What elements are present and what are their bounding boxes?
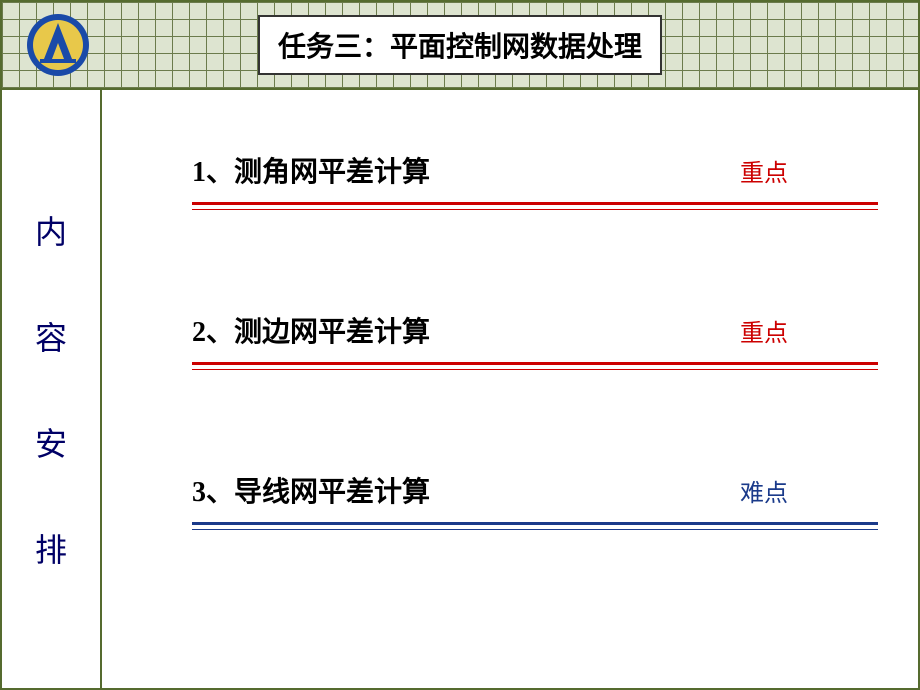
item-badge: 重点 (740, 153, 788, 188)
logo-icon (26, 13, 90, 77)
content-item: 1、测角网平差计算 重点 (192, 150, 878, 210)
item-row: 2、测边网平差计算 重点 (192, 310, 878, 350)
header: 任务三：平面控制网数据处理 (2, 2, 918, 90)
divider (192, 202, 878, 210)
content-item: 3、导线网平差计算 难点 (192, 470, 878, 530)
content-item: 2、测边网平差计算 重点 (192, 310, 878, 370)
slide: 任务三：平面控制网数据处理 内 容 安 排 1、测角网平差计算 重点 2、测边网… (0, 0, 920, 690)
sidebar-char: 安 (35, 419, 67, 465)
item-badge: 难点 (740, 473, 788, 508)
item-badge: 重点 (740, 313, 788, 348)
sidebar-char: 容 (35, 313, 67, 359)
sidebar: 内 容 安 排 (2, 90, 102, 688)
item-title: 1、测角网平差计算 (192, 150, 430, 190)
body: 内 容 安 排 1、测角网平差计算 重点 2、测边网平差计算 重点 (2, 90, 918, 688)
content: 1、测角网平差计算 重点 2、测边网平差计算 重点 3、导线网平差计算 难点 (102, 90, 918, 688)
page-title: 任务三：平面控制网数据处理 (258, 15, 662, 75)
sidebar-char: 内 (35, 207, 67, 253)
sidebar-char: 排 (35, 525, 67, 571)
divider (192, 522, 878, 530)
item-title: 2、测边网平差计算 (192, 310, 430, 350)
item-row: 1、测角网平差计算 重点 (192, 150, 878, 190)
item-row: 3、导线网平差计算 难点 (192, 470, 878, 510)
item-title: 3、导线网平差计算 (192, 470, 430, 510)
divider (192, 362, 878, 370)
